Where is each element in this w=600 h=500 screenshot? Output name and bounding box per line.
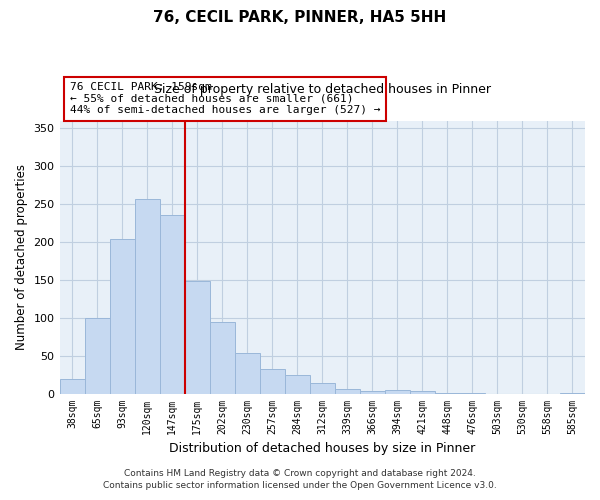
Bar bbox=[134, 199, 160, 394]
Text: Contains HM Land Registry data © Crown copyright and database right 2024.
Contai: Contains HM Land Registry data © Crown c… bbox=[103, 468, 497, 490]
Bar bbox=[385, 390, 410, 394]
Bar bbox=[110, 239, 134, 394]
Bar bbox=[435, 393, 460, 394]
Text: 76 CECIL PARK: 159sqm
← 55% of detached houses are smaller (661)
44% of semi-det: 76 CECIL PARK: 159sqm ← 55% of detached … bbox=[70, 82, 380, 116]
Bar bbox=[285, 376, 310, 394]
X-axis label: Distribution of detached houses by size in Pinner: Distribution of detached houses by size … bbox=[169, 442, 475, 455]
Bar bbox=[260, 368, 285, 394]
Bar bbox=[460, 393, 485, 394]
Bar bbox=[310, 383, 335, 394]
Bar bbox=[85, 318, 110, 394]
Bar bbox=[59, 379, 85, 394]
Bar bbox=[160, 215, 185, 394]
Bar bbox=[209, 322, 235, 394]
Y-axis label: Number of detached properties: Number of detached properties bbox=[15, 164, 28, 350]
Bar bbox=[410, 392, 435, 394]
Title: Size of property relative to detached houses in Pinner: Size of property relative to detached ho… bbox=[154, 83, 491, 96]
Bar bbox=[235, 354, 260, 394]
Bar bbox=[185, 282, 209, 394]
Text: 76, CECIL PARK, PINNER, HA5 5HH: 76, CECIL PARK, PINNER, HA5 5HH bbox=[154, 10, 446, 25]
Bar bbox=[335, 389, 360, 394]
Bar bbox=[560, 393, 585, 394]
Bar bbox=[360, 392, 385, 394]
